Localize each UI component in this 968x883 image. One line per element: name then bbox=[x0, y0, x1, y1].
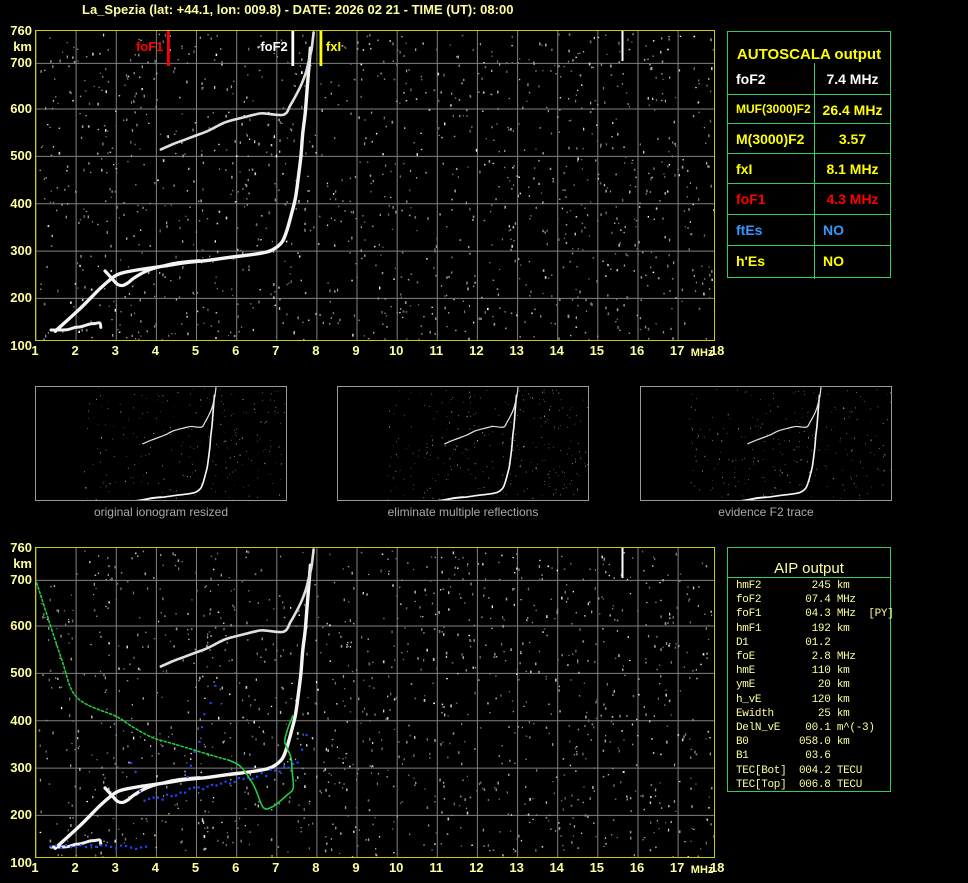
svg-text:foF1: foF1 bbox=[136, 39, 163, 54]
svg-text:fxI: fxI bbox=[326, 39, 341, 54]
svg-text:foF2: foF2 bbox=[260, 39, 287, 54]
